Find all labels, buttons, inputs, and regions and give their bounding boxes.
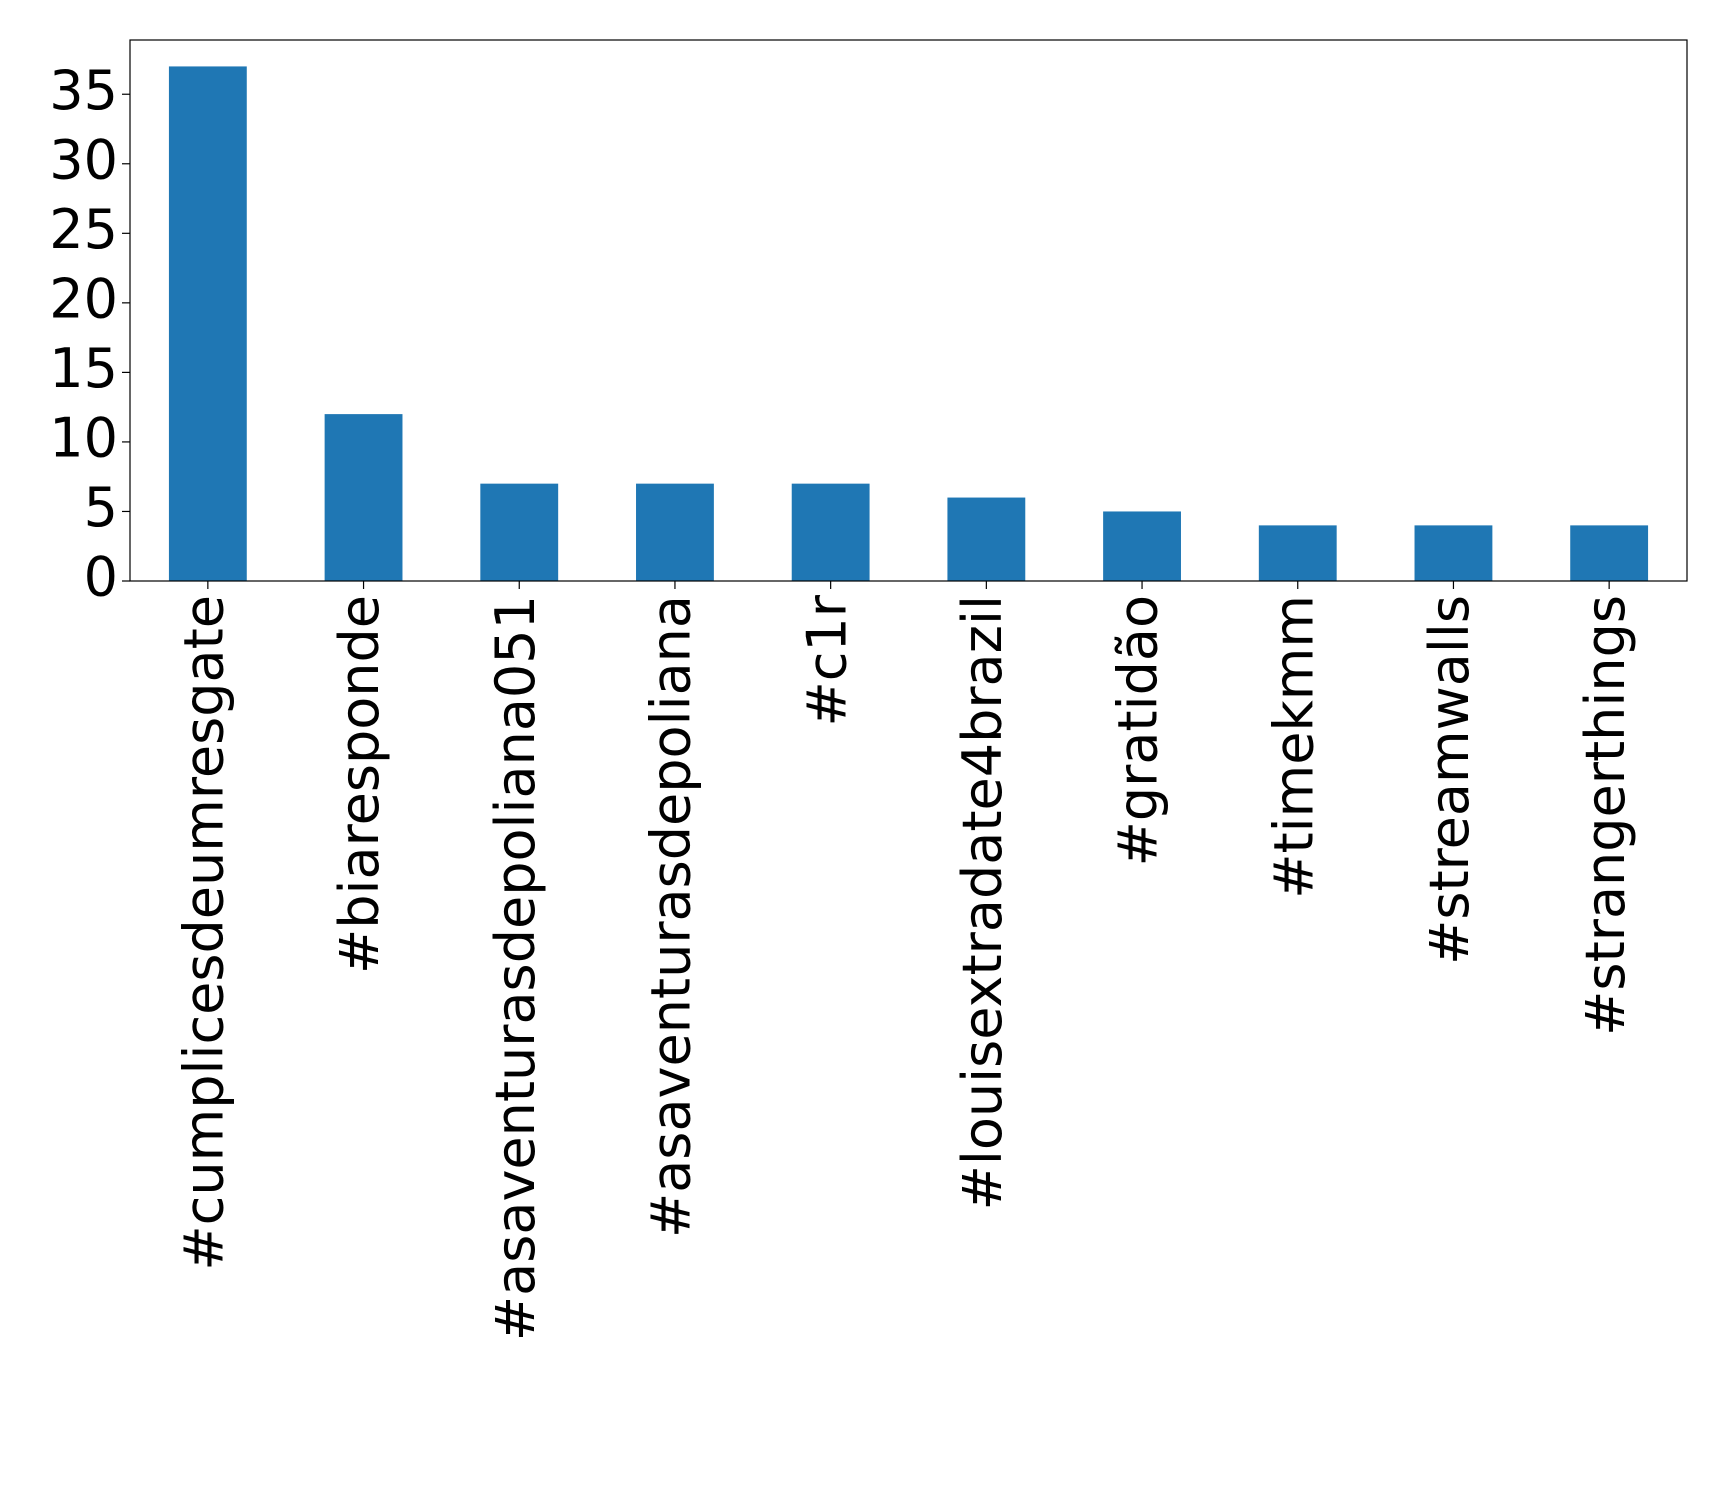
bar bbox=[636, 483, 714, 581]
bar bbox=[947, 497, 1026, 581]
bar bbox=[1414, 525, 1493, 581]
x-tick-label: #c1r bbox=[795, 594, 858, 726]
bar bbox=[1103, 511, 1181, 581]
x-tick-label: #asaventurasdepoliana bbox=[640, 595, 703, 1238]
y-tick-label: 25 bbox=[49, 198, 118, 261]
x-tick-label: #strangerthings bbox=[1574, 595, 1637, 1036]
x-tick-label: #cumplicesdeumresgate bbox=[172, 595, 235, 1271]
bar bbox=[324, 414, 403, 581]
bar bbox=[791, 483, 870, 581]
x-tick-label: #streamwalls bbox=[1418, 595, 1481, 965]
y-tick-label: 10 bbox=[49, 407, 118, 470]
bar bbox=[1570, 525, 1649, 581]
y-tick-label: 30 bbox=[49, 128, 118, 191]
y-tick-label: 5 bbox=[84, 476, 118, 539]
y-tick-label: 20 bbox=[49, 267, 118, 330]
x-tick-label: #asaventurasdepoliana051 bbox=[484, 595, 547, 1341]
plot-frame bbox=[129, 39, 1688, 582]
bar bbox=[480, 483, 559, 581]
x-tick-label: #gratidão bbox=[1107, 595, 1170, 866]
y-tick-label: 15 bbox=[49, 337, 118, 400]
bar bbox=[1258, 525, 1337, 581]
y-tick-label: 0 bbox=[84, 546, 118, 609]
x-tick-label: #louisextradate4brazil bbox=[951, 595, 1014, 1210]
x-tick-label: #timekmm bbox=[1262, 595, 1325, 899]
y-tick-label: 35 bbox=[49, 59, 118, 122]
x-tick-label: #biaresponde bbox=[328, 595, 391, 974]
bar bbox=[168, 66, 247, 581]
